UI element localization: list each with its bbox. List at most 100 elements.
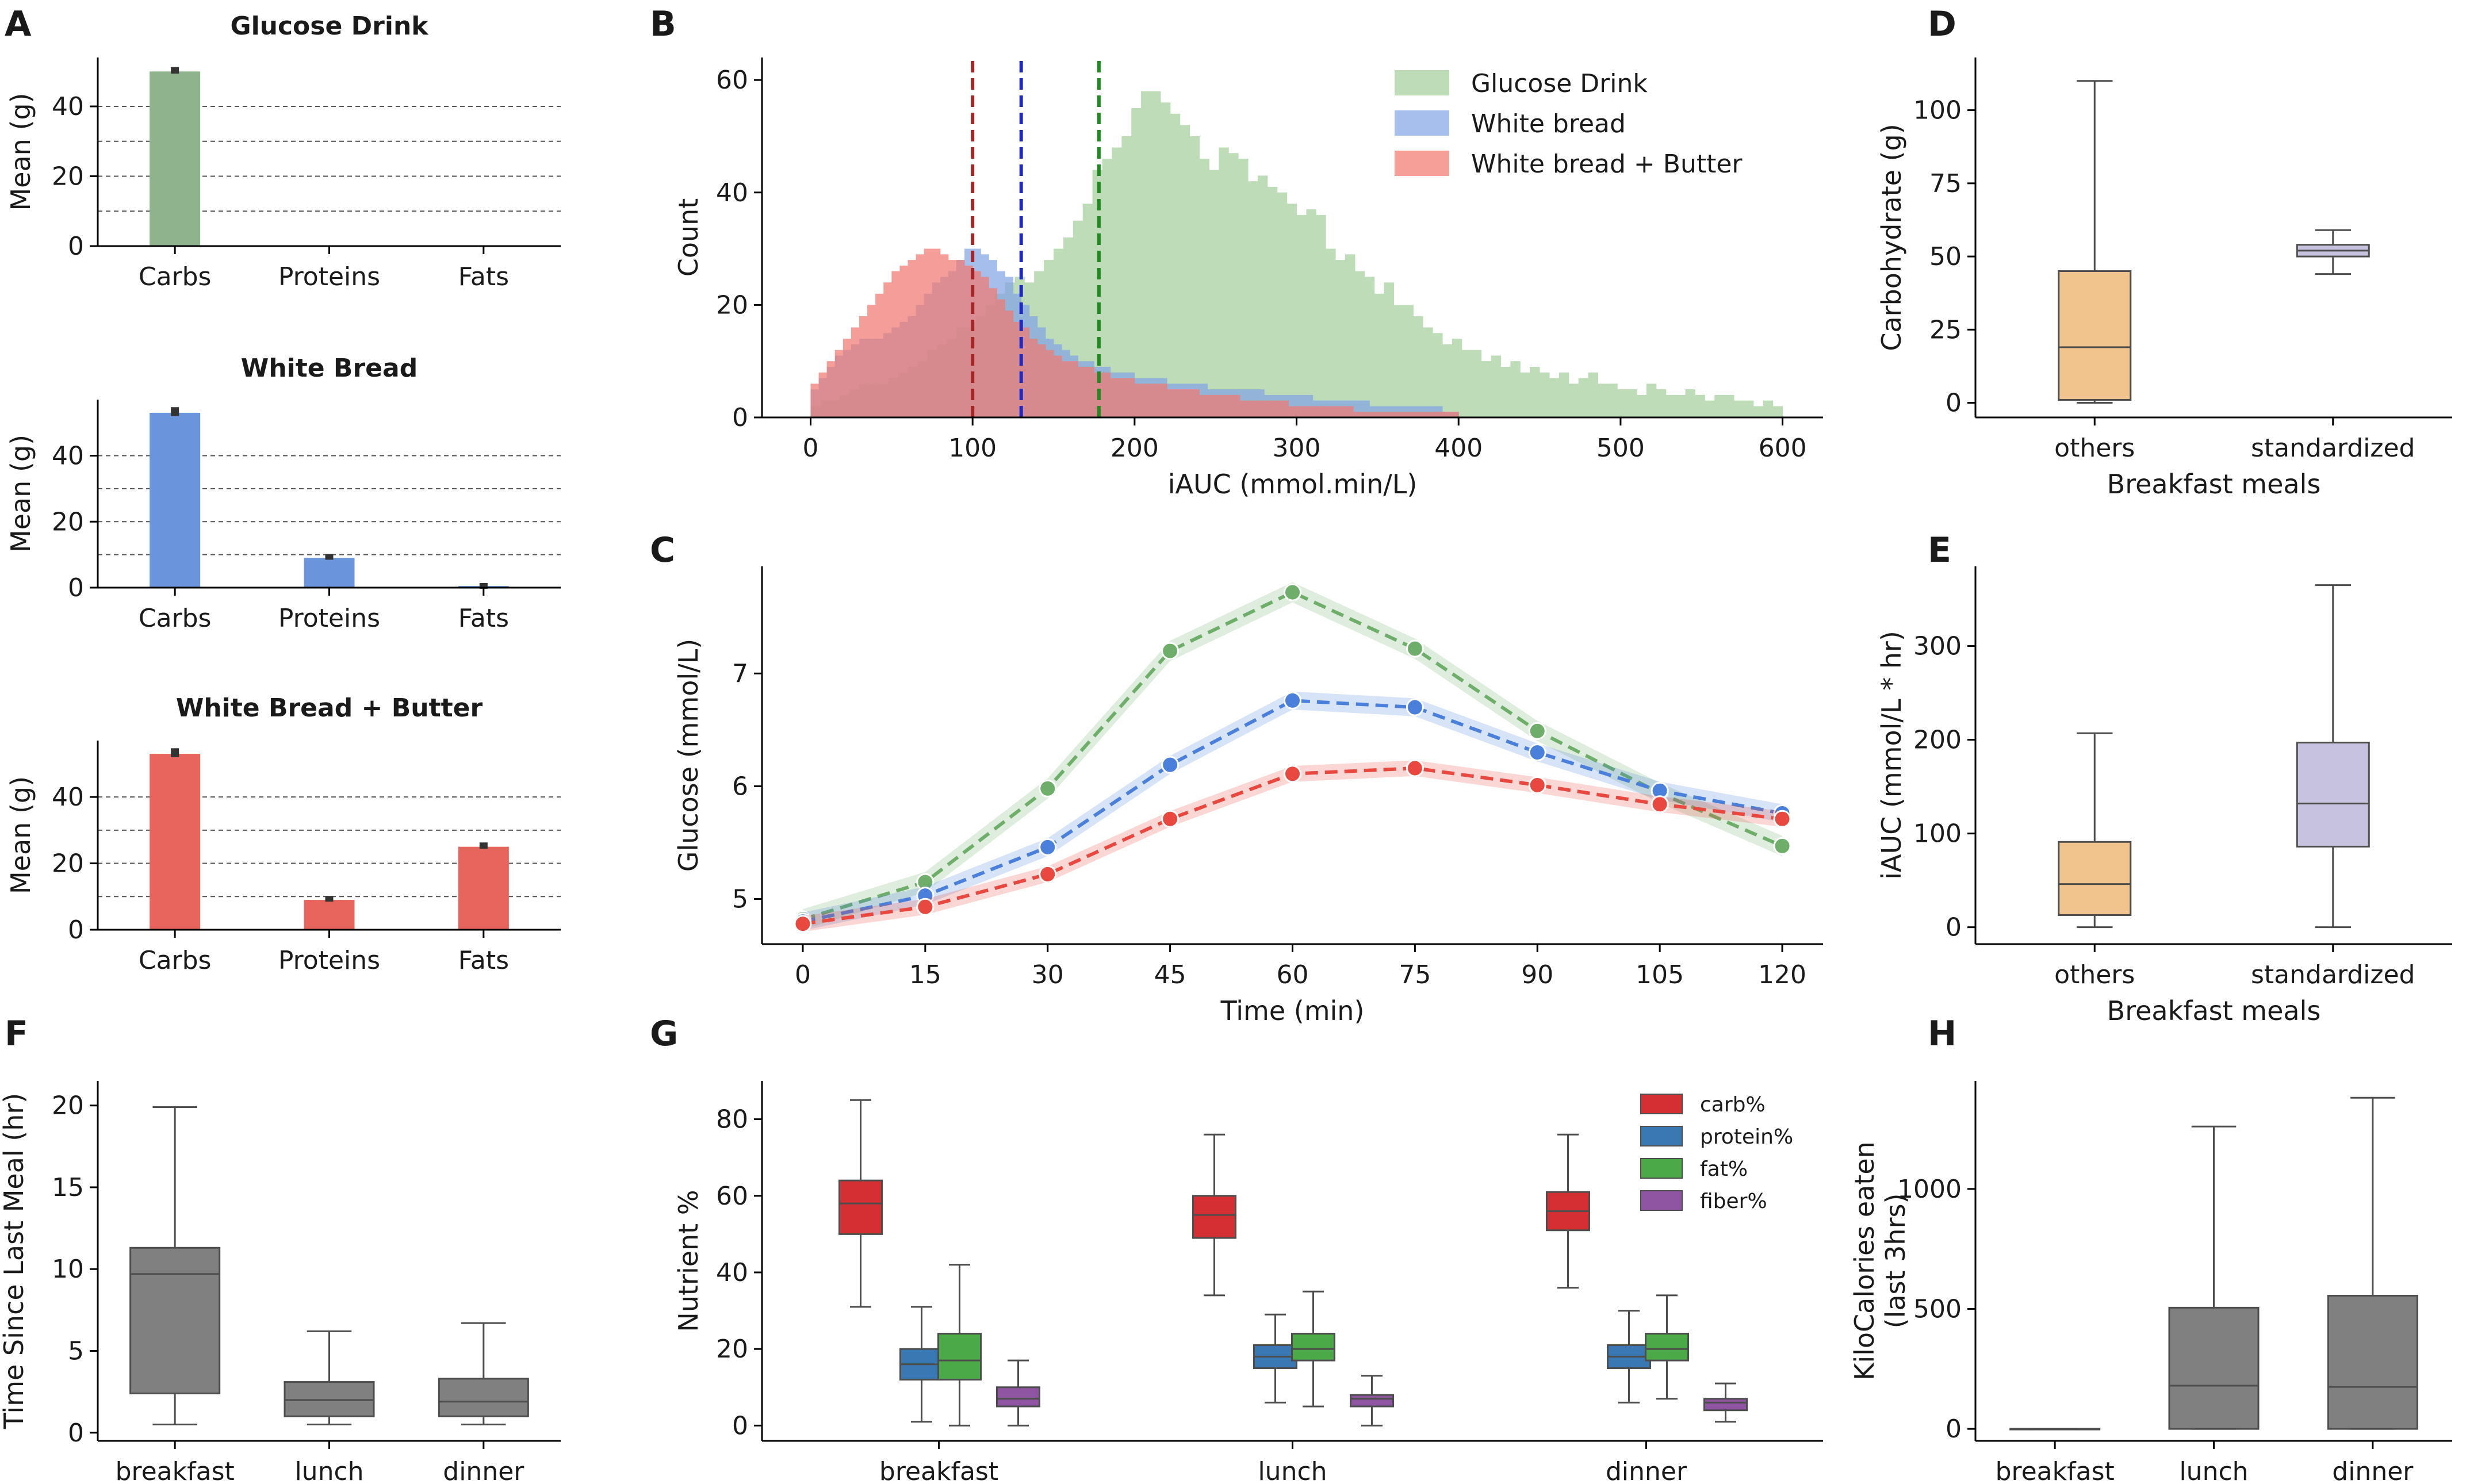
hist-bin	[932, 248, 941, 417]
hist-bin	[1054, 355, 1062, 417]
hist-bin	[1215, 394, 1224, 417]
panel-f-xtick-label: dinner	[443, 1457, 524, 1484]
box-dinner-carb	[1546, 1133, 1590, 1289]
error-bar	[325, 554, 334, 560]
panel-g-legend: carb% protein% fat% fiber%	[1640, 1093, 1793, 1213]
hist-bin	[1296, 406, 1305, 417]
panel-c-xtick-label: 0	[795, 960, 811, 990]
hist-bin	[1277, 192, 1288, 417]
box-iqr	[1192, 1195, 1236, 1239]
panel-g-ytick-label: 80	[716, 1105, 748, 1134]
data-point	[1406, 759, 1424, 777]
panel-c-xtick-label: 75	[1399, 960, 1431, 990]
hist-bin	[1280, 400, 1289, 417]
panel-c-xtick-label: 15	[909, 960, 941, 990]
panel-label-D: D	[1928, 4, 1956, 44]
legend-swatch	[1640, 1126, 1683, 1146]
box-lunch-fiber	[1350, 1375, 1394, 1427]
box-iqr	[1350, 1394, 1394, 1408]
hist-bin	[924, 248, 933, 417]
hist-bin	[1549, 378, 1560, 417]
error-bar	[171, 748, 179, 757]
panel-f-ytick-label: 0	[68, 1418, 84, 1448]
panel-g-ytick-label: 40	[716, 1258, 748, 1287]
panel-d-ylabel: Carbohydrate (g)	[1876, 124, 1907, 351]
panel-a-ytick-label: 0	[68, 573, 84, 603]
data-point	[1773, 837, 1791, 855]
panel-f-ylabel: Time Since Last Meal (hr)	[0, 1093, 29, 1430]
panel-f-ytick-label: 5	[68, 1337, 84, 1366]
hist-bin	[1180, 125, 1190, 417]
hist-bin	[940, 254, 949, 417]
panel-a-3: 0 20 40 Carbs Proteins Fats Mean (g) White Brea…	[5, 693, 561, 975]
hist-bin	[1471, 350, 1482, 417]
hist-bin	[1231, 394, 1240, 417]
hist-bin	[851, 327, 860, 417]
hist-bin	[1568, 384, 1579, 417]
bar-proteins	[304, 900, 355, 930]
legend-label: fat%	[1700, 1157, 1748, 1181]
hist-bin	[1257, 175, 1268, 417]
hist-bin	[1753, 406, 1764, 417]
hist-bin	[1374, 293, 1385, 417]
hist-bin	[1734, 400, 1744, 417]
box-standardized	[2296, 584, 2370, 929]
bar-carbs	[150, 71, 201, 246]
panel-c-xtick-label: 105	[1636, 960, 1684, 990]
panel-a-xtick-label: Carbs	[139, 946, 212, 975]
box-breakfast-fat	[937, 1264, 982, 1427]
panel-g: 0 20 40 60 80 breakfast lunch dinner Nutrient % c…	[673, 1081, 1823, 1484]
hist-bin	[1403, 305, 1414, 417]
hist-bin	[1126, 378, 1135, 417]
hist-bin	[1743, 400, 1754, 417]
hist-bin	[981, 277, 989, 417]
hist-bin	[1578, 378, 1589, 417]
hist-bin	[1209, 170, 1219, 417]
legend-label: fiber%	[1700, 1190, 1767, 1213]
hist-bin	[1607, 384, 1618, 417]
panel-e-ytick-label: 0	[1946, 913, 1962, 942]
hist-bin	[1320, 406, 1330, 417]
hist-bin	[964, 265, 973, 417]
hist-bin	[1393, 305, 1404, 417]
panel-label-F: F	[5, 1014, 28, 1054]
hist-bin	[1345, 406, 1354, 417]
box-iqr	[1645, 1333, 1689, 1362]
panel-label-E: E	[1928, 530, 1951, 570]
panel-a-ylabel: Mean (g)	[5, 776, 36, 894]
hist-bin	[1151, 91, 1161, 417]
error-bar	[479, 582, 488, 589]
hist-bin	[1005, 310, 1014, 417]
legend-swatch	[1395, 110, 1449, 136]
hist-bin	[1013, 321, 1022, 417]
legend-label: carb%	[1700, 1093, 1766, 1117]
hist-bin	[1646, 384, 1657, 417]
hist-bin	[891, 271, 900, 417]
panel-a-xtick-label: Carbs	[139, 262, 212, 292]
hist-bin	[826, 361, 836, 417]
hist-bin	[1264, 400, 1273, 417]
legend-label: protein%	[1700, 1125, 1793, 1149]
panel-f-xtick-label: breakfast	[116, 1457, 235, 1484]
hist-bin	[883, 282, 892, 417]
error-bar	[325, 896, 334, 902]
panel-b-xtick-label: 200	[1111, 434, 1159, 463]
box-iqr	[838, 1179, 883, 1235]
hist-bin	[1141, 91, 1151, 417]
panel-d-xtick-label: standardized	[2251, 434, 2415, 463]
panel-b-ytick-label: 0	[732, 403, 748, 432]
panel-a-ytick-label: 40	[52, 442, 84, 471]
hist-bin	[1121, 136, 1132, 417]
hist-bin	[1045, 350, 1054, 417]
hist-bin	[1131, 108, 1142, 417]
hist-bin	[1588, 372, 1598, 417]
panel-g-ytick-label: 0	[732, 1411, 748, 1440]
hist-bin	[1510, 361, 1521, 417]
hist-bin	[1207, 394, 1216, 417]
panel-d-ytick-label: 50	[1929, 242, 1962, 271]
data-point	[1406, 639, 1424, 658]
hist-bin	[972, 271, 981, 417]
hist-bin	[1189, 136, 1200, 417]
